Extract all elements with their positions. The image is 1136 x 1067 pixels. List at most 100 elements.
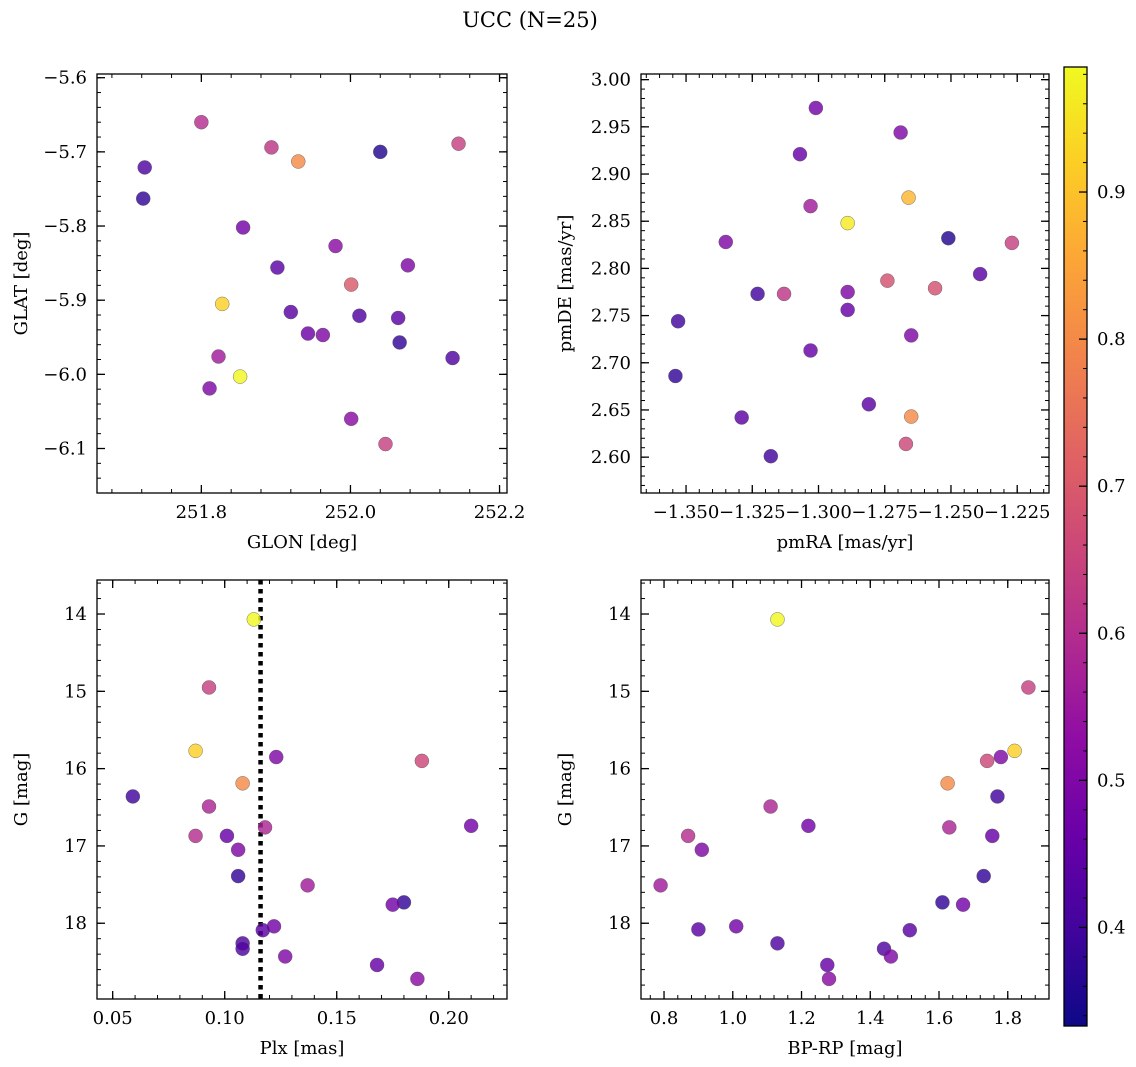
data-point bbox=[729, 919, 744, 934]
data-point bbox=[230, 868, 246, 884]
y-axis-label: G [mag] bbox=[11, 753, 32, 826]
colorbar-gradient bbox=[1063, 66, 1088, 1027]
data-point bbox=[235, 776, 250, 791]
y-tick-label: 2.95 bbox=[591, 117, 631, 138]
data-point bbox=[940, 776, 955, 791]
y-tick-label: 3.00 bbox=[591, 70, 631, 91]
data-point bbox=[235, 220, 251, 235]
x-tick-label: −1.250 bbox=[918, 502, 985, 523]
data-point bbox=[392, 335, 407, 350]
y-axis-label: pmDE [mas/yr] bbox=[555, 215, 576, 353]
y-tick-label: 16 bbox=[64, 759, 87, 780]
x-axis-label: GLON [deg] bbox=[247, 532, 357, 553]
x-tick-label: 1.4 bbox=[856, 1008, 885, 1029]
y-tick-label: 16 bbox=[608, 759, 631, 780]
panel-4: 0.8 1.0 1.2 1.4 1.6 1.8 14 15 16 17 18 BP-RP [mag] G… bbox=[555, 579, 1050, 1059]
data-point bbox=[291, 154, 306, 169]
data-point bbox=[935, 895, 950, 910]
data-point bbox=[385, 897, 400, 912]
x-tick-label: 1.2 bbox=[787, 1008, 816, 1029]
x-tick-label: 1.0 bbox=[718, 1008, 747, 1029]
y-tick-label: 14 bbox=[608, 604, 631, 625]
data-point bbox=[188, 828, 203, 844]
data-point bbox=[770, 936, 785, 951]
colorbar-tick-label: 0.8 bbox=[1097, 329, 1126, 350]
data-point bbox=[1021, 680, 1036, 695]
data-point bbox=[246, 612, 262, 627]
colorbar-tick-label: 0.5 bbox=[1097, 770, 1126, 791]
x-tick-label: 0.05 bbox=[93, 1008, 133, 1029]
data-point bbox=[328, 238, 343, 254]
data-point bbox=[451, 136, 466, 151]
colorbar-tick-label: 0.4 bbox=[1097, 917, 1126, 938]
y-tick-label: 2.65 bbox=[591, 400, 631, 421]
data-point bbox=[300, 878, 315, 893]
colorbar-tick-label: 0.9 bbox=[1097, 182, 1126, 203]
data-point bbox=[390, 310, 406, 326]
data-point bbox=[269, 749, 284, 765]
data-point bbox=[255, 922, 270, 938]
data-point bbox=[972, 266, 988, 282]
plot-frame bbox=[640, 73, 1050, 494]
data-point bbox=[211, 349, 226, 364]
panel-2: −1.350 −1.325 −1.300 −1.275 −1.250 −1.225 2.60… bbox=[555, 70, 1051, 553]
plot-frame bbox=[96, 73, 508, 494]
data-point bbox=[670, 314, 686, 329]
x-tick-label: −1.325 bbox=[719, 502, 786, 523]
data-point bbox=[344, 277, 359, 292]
y-tick-label: −6.1 bbox=[43, 439, 87, 460]
data-point bbox=[691, 922, 706, 937]
data-point bbox=[414, 753, 430, 769]
data-point bbox=[400, 258, 416, 273]
data-point bbox=[942, 820, 957, 835]
data-point bbox=[801, 818, 816, 834]
data-point bbox=[257, 820, 273, 835]
data-point bbox=[808, 100, 824, 116]
data-point bbox=[792, 147, 808, 162]
x-tick-label: 252.0 bbox=[325, 502, 377, 523]
y-tick-label: 2.80 bbox=[591, 258, 631, 279]
data-point bbox=[1007, 743, 1022, 759]
data-point bbox=[821, 971, 837, 987]
y-tick-label: −5.7 bbox=[43, 142, 87, 163]
data-point bbox=[235, 941, 250, 956]
figure-title: UCC (N=25) bbox=[462, 8, 598, 32]
x-axis-label: Plx [mas] bbox=[260, 1038, 345, 1059]
data-point bbox=[653, 878, 668, 893]
data-point bbox=[201, 799, 217, 814]
x-tick-label: −1.350 bbox=[653, 502, 720, 523]
colorbar: 0.4 0.5 0.6 0.7 0.8 0.9 bbox=[1063, 66, 1126, 1027]
x-tick-label: 0.20 bbox=[429, 1008, 469, 1029]
data-point bbox=[770, 612, 785, 627]
data-point bbox=[315, 327, 331, 343]
x-tick-label: 0.10 bbox=[205, 1008, 245, 1029]
y-tick-label: −6.0 bbox=[43, 364, 87, 385]
data-point bbox=[927, 281, 943, 296]
data-point bbox=[219, 828, 235, 844]
panels: 251.8 252.0 252.2 −6.1 −6.0 −5.9 −5.8 −5.7 −5.6 G… bbox=[11, 68, 1051, 1059]
data-point bbox=[776, 286, 792, 302]
colorbar-tick-label: 0.6 bbox=[1097, 623, 1126, 644]
data-point bbox=[410, 971, 425, 987]
x-tick-label: 1.6 bbox=[925, 1008, 954, 1029]
data-point bbox=[188, 743, 203, 759]
y-tick-label: 14 bbox=[64, 604, 87, 625]
y-axis-label: G [mag] bbox=[555, 753, 576, 826]
data-point bbox=[901, 190, 916, 205]
data-point bbox=[979, 753, 995, 769]
data-point bbox=[898, 436, 914, 452]
panel-3: 0.05 0.10 0.15 0.20 14 15 16 17 18 Plx [mas] G [ma… bbox=[11, 579, 508, 1059]
data-point bbox=[763, 799, 778, 814]
data-point bbox=[993, 749, 1009, 765]
data-point bbox=[803, 198, 818, 214]
plot-frame bbox=[96, 579, 508, 1000]
data-point bbox=[215, 296, 230, 312]
y-tick-label: 17 bbox=[64, 836, 87, 857]
data-point bbox=[902, 922, 917, 938]
data-point bbox=[694, 842, 710, 857]
data-point bbox=[344, 411, 359, 427]
data-point bbox=[820, 957, 835, 973]
data-point bbox=[352, 308, 367, 323]
data-point bbox=[941, 231, 956, 246]
